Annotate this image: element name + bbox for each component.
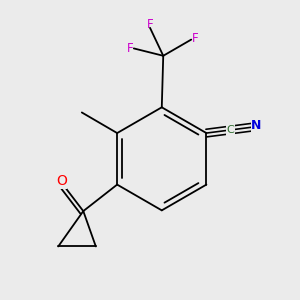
Text: F: F bbox=[191, 32, 198, 45]
Text: N: N bbox=[251, 119, 262, 132]
Text: F: F bbox=[147, 18, 153, 31]
Text: O: O bbox=[56, 174, 67, 188]
Text: C: C bbox=[226, 125, 234, 135]
Text: F: F bbox=[127, 42, 134, 55]
